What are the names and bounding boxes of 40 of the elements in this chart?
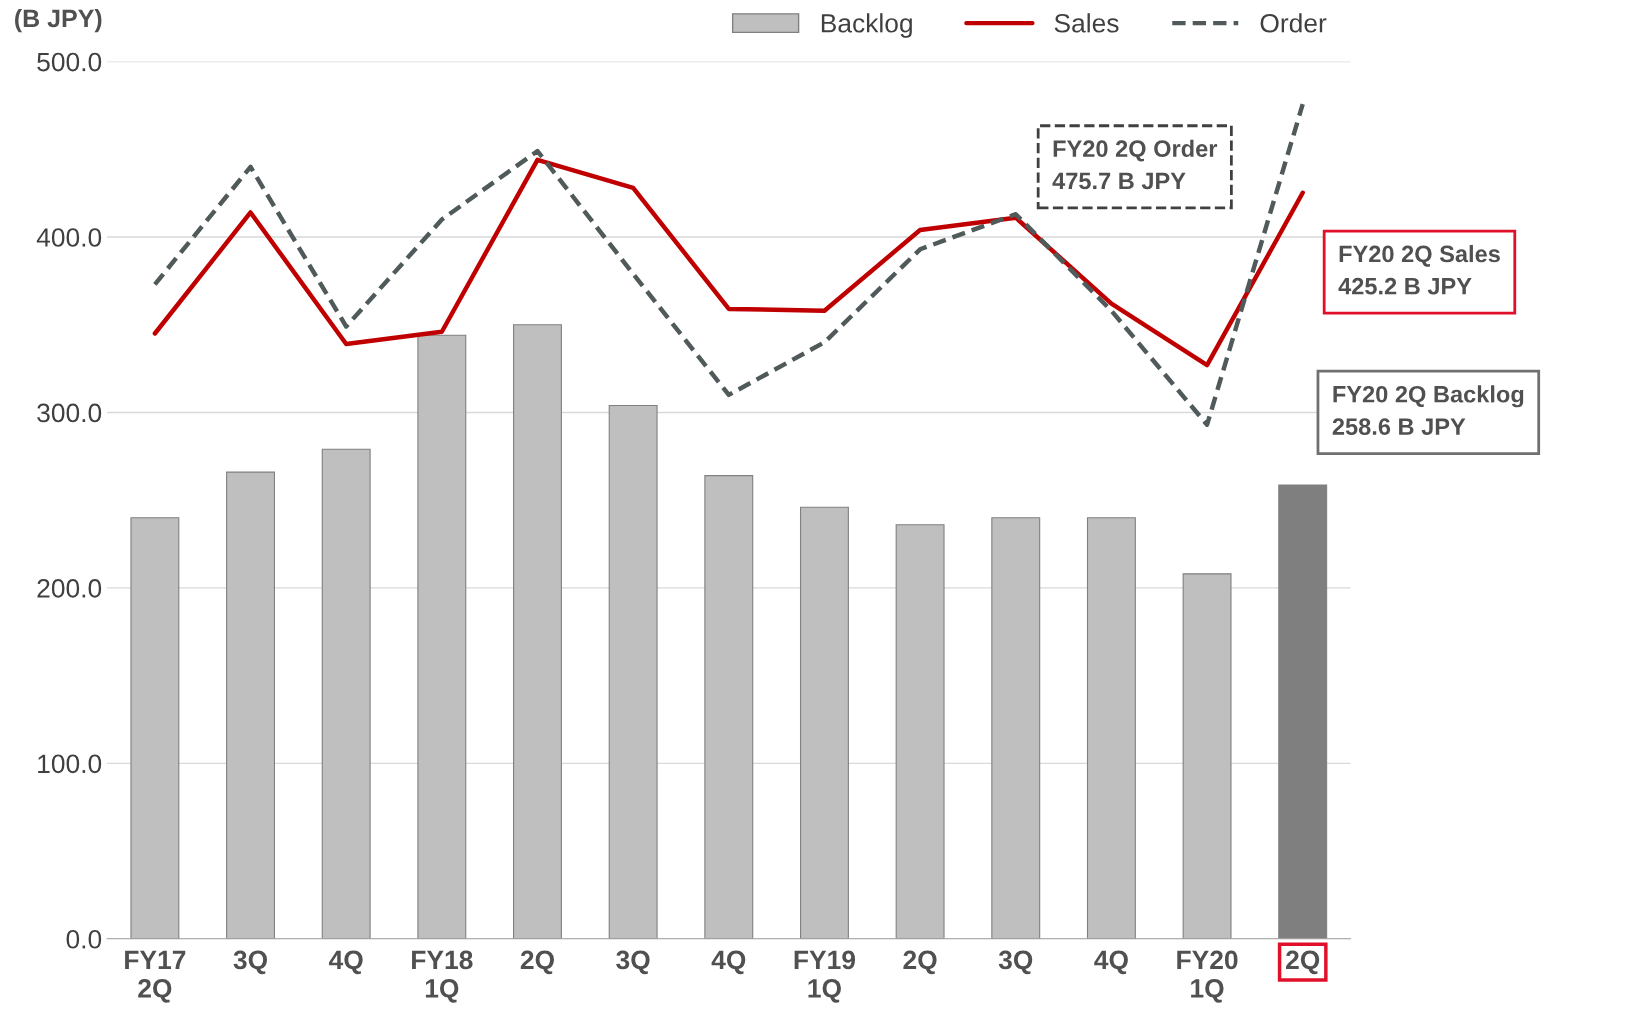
bar	[608, 404, 658, 939]
x-tick-label: FY19 1Q	[794, 950, 856, 1003]
bar	[417, 334, 467, 939]
x-tick-label: 3Q	[998, 950, 1033, 975]
x-tick-label: FY20 1Q	[1177, 950, 1238, 1003]
bar	[895, 524, 945, 939]
y-tick-label: 0.0	[66, 929, 102, 949]
legend-label: Sales	[1054, 13, 1119, 33]
legend-label: Order	[1260, 13, 1327, 33]
bar	[799, 506, 849, 939]
x-tick-label: 4Q	[1094, 950, 1128, 975]
x-tick-label: 2Q	[903, 950, 937, 975]
x-tick-label: FY17 2Q	[125, 950, 186, 1003]
bar	[1182, 573, 1232, 939]
annotation: FY20 2Q Order 475.7 B JPY	[1052, 139, 1218, 190]
x-tick-label: 2Q	[520, 950, 554, 975]
annotation: FY20 2Q Sales 425.2 B JPY	[1338, 244, 1500, 295]
bar	[513, 324, 562, 939]
line-series	[152, 101, 1305, 427]
legend-label: Backlog	[821, 13, 912, 38]
bar	[704, 475, 754, 939]
x-tick-label: 2Q	[1286, 950, 1320, 975]
y-tick-label: 500.0	[37, 52, 102, 72]
y-tick-label: 100.0	[38, 754, 102, 774]
x-tick-label: 3Q	[616, 950, 650, 975]
annotation: FY20 2Q Backlog 258.6 B JPY	[1332, 385, 1524, 435]
y-axis-title: (B JPY)	[15, 8, 102, 33]
bar	[1278, 484, 1328, 939]
bar	[226, 471, 276, 939]
x-tick-label: FY18 1Q	[412, 950, 473, 1003]
x-tick-label: 4Q	[711, 950, 746, 975]
bar	[1086, 517, 1136, 939]
y-tick-label: 200.0	[37, 579, 102, 598]
x-tick-label: 3Q	[233, 950, 268, 975]
bar	[991, 517, 1041, 939]
bar	[321, 448, 371, 939]
bar	[130, 517, 180, 939]
x-tick-label: 4Q	[328, 950, 363, 975]
y-tick-label: 400.0	[36, 228, 102, 247]
y-tick-label: 300.0	[37, 403, 102, 423]
